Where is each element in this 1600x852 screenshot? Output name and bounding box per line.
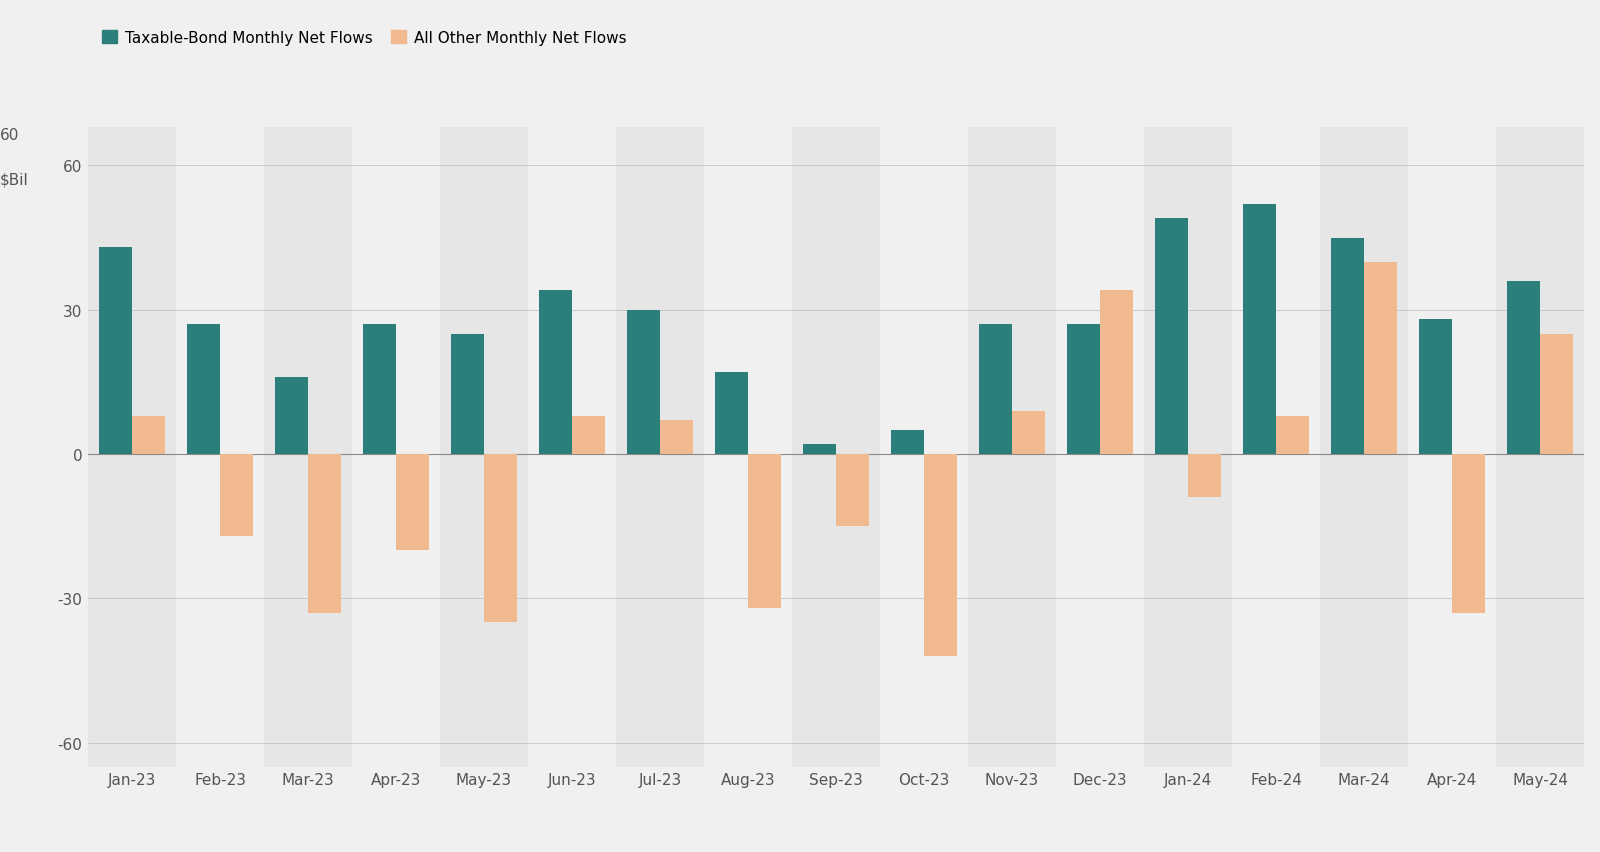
Text: 60: 60 bbox=[0, 128, 19, 143]
Legend: Taxable-Bond Monthly Net Flows, All Other Monthly Net Flows: Taxable-Bond Monthly Net Flows, All Othe… bbox=[96, 25, 632, 52]
Bar bbox=[1365, 262, 1397, 454]
Text: $Bil: $Bil bbox=[0, 172, 29, 187]
Bar bbox=[1419, 320, 1453, 454]
Bar bbox=[1056, 128, 1144, 767]
Bar bbox=[99, 248, 131, 454]
Bar bbox=[1013, 412, 1045, 454]
Bar bbox=[704, 128, 792, 767]
Bar bbox=[627, 310, 661, 454]
Bar bbox=[397, 454, 429, 550]
Bar bbox=[539, 291, 573, 454]
Bar bbox=[1541, 334, 1573, 454]
Bar bbox=[891, 430, 925, 454]
Bar bbox=[275, 377, 309, 454]
Bar bbox=[968, 128, 1056, 767]
Bar bbox=[1144, 128, 1232, 767]
Bar bbox=[835, 454, 869, 527]
Bar bbox=[1232, 128, 1320, 767]
Bar bbox=[187, 325, 221, 454]
Bar bbox=[792, 128, 880, 767]
Bar bbox=[1408, 128, 1496, 767]
Bar bbox=[925, 454, 957, 656]
Bar bbox=[528, 128, 616, 767]
Bar bbox=[573, 416, 605, 454]
Bar bbox=[1331, 239, 1365, 454]
Bar bbox=[803, 445, 835, 454]
Bar bbox=[979, 325, 1013, 454]
Bar bbox=[1189, 454, 1221, 498]
Bar bbox=[1101, 291, 1133, 454]
Bar bbox=[1243, 204, 1277, 454]
Bar bbox=[1507, 281, 1541, 454]
Bar bbox=[221, 454, 253, 536]
Bar bbox=[1277, 416, 1309, 454]
Bar bbox=[451, 334, 485, 454]
Bar bbox=[1067, 325, 1101, 454]
Bar bbox=[880, 128, 968, 767]
Bar bbox=[485, 454, 517, 623]
Bar bbox=[749, 454, 781, 608]
Bar bbox=[131, 416, 165, 454]
Bar bbox=[1155, 219, 1189, 454]
Bar bbox=[363, 325, 397, 454]
Bar bbox=[264, 128, 352, 767]
Bar bbox=[176, 128, 264, 767]
Bar bbox=[1496, 128, 1584, 767]
Bar bbox=[715, 373, 749, 454]
Bar bbox=[661, 421, 693, 454]
Bar bbox=[616, 128, 704, 767]
Bar bbox=[1453, 454, 1485, 613]
Bar bbox=[1320, 128, 1408, 767]
Bar bbox=[88, 128, 176, 767]
Bar bbox=[352, 128, 440, 767]
Bar bbox=[440, 128, 528, 767]
Bar bbox=[307, 454, 341, 613]
